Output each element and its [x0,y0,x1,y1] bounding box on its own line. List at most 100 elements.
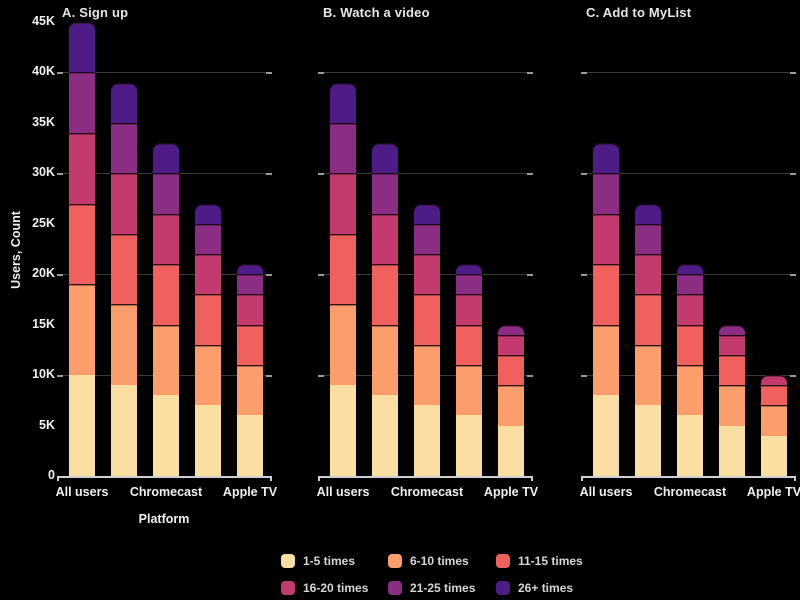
bar-segment [593,173,619,214]
legend-label: 16-20 times [303,581,369,595]
x-tick-label: All users [55,485,109,499]
grid-tick-right [266,172,272,175]
bar-segment [593,324,619,396]
panel-title: B. Watch a video [323,5,430,20]
bar-segment [414,344,440,406]
bar-segment [237,365,263,416]
x-tick-label: Chromecast [390,485,464,499]
bar-segment [153,213,179,265]
bar-segment [761,385,787,406]
legend-item: 6-10 times [388,553,469,569]
legend-swatch [281,554,295,568]
bar-segment [498,334,524,355]
bar-segment [111,233,137,305]
grid-tick-right [527,273,533,276]
grid-tick-left [581,172,587,175]
bar-segment [111,304,137,386]
bar-segment [330,385,356,476]
grid-tick-left [318,172,324,175]
x-tick-label: All users [316,485,370,499]
y-tick-label: 15K [32,316,55,331]
bar-segment [761,375,787,386]
bar-segment [761,435,787,476]
bar-segment [456,294,482,325]
bar-segment [153,264,179,325]
legend-label: 26+ times [518,581,574,595]
bar-segment [456,274,482,295]
legend-item: 1-5 times [281,553,355,569]
bar-segment [330,122,356,174]
x-tick-label: Apple TV [222,485,278,499]
legend-swatch [496,554,510,568]
panel-title: A. Sign up [62,5,129,20]
baseline-tick-right [531,476,533,481]
bar-segment [719,334,745,355]
x-axis-title: Platform [138,512,190,526]
grid-tick-right [790,273,796,276]
bar-segment [153,173,179,214]
bar-segment [635,405,661,476]
panel-title: C. Add to MyList [586,5,692,20]
bar-segment [195,294,221,345]
grid-tick-right [790,374,796,377]
bar-segment [372,173,398,214]
y-tick-label: 25K [32,215,55,230]
bar-segment [719,385,745,426]
x-tick-label: Apple TV [483,485,539,499]
bar-segment [237,274,263,295]
bar-segment [111,173,137,234]
bar-segment [195,223,221,255]
legend-label: 1-5 times [303,554,356,568]
bar-segment [69,203,95,285]
x-tick-label: All users [579,485,633,499]
grid-tick-left [318,374,324,377]
y-tick-label: 45K [32,14,55,28]
bar-segment [677,365,703,416]
legend-label: 11-15 times [518,554,583,568]
bar-segment [237,294,263,325]
grid-tick-left [581,374,587,377]
bar-segment [677,415,703,476]
bar-segment [414,203,440,224]
bar-segment [372,324,398,396]
grid-tick-right [527,374,533,377]
gridline [318,72,533,74]
legend-item: 11-15 times [496,553,583,569]
y-tick-label: 10K [32,367,55,382]
bar-segment [635,223,661,255]
bar-segment [593,264,619,325]
y-tick-label: 30K [32,165,55,180]
bar-segment [635,344,661,406]
bar-segment [372,213,398,265]
bar-segment [153,324,179,396]
legend-item: 21-25 times [388,580,475,596]
x-axis-baseline [581,476,796,478]
bar-segment [195,344,221,406]
bar-segment [69,284,95,376]
bar-segment [456,324,482,365]
bar-segment [372,143,398,174]
bar-segment [372,264,398,325]
x-axis-baseline [318,476,533,478]
bar-segment [761,405,787,436]
baseline-tick-left [581,476,583,481]
gridline [581,173,796,175]
bar-segment [195,405,221,476]
y-tick-label: 0 [48,468,55,482]
legend-swatch [388,581,402,595]
legend-swatch [281,581,295,595]
bar-segment [330,82,356,123]
bar-segment [593,395,619,476]
bar-segment [153,143,179,174]
bar-segment [677,324,703,365]
x-tick-label: Chromecast [653,485,727,499]
grid-tick-right [266,374,272,377]
bar-segment [414,405,440,476]
y-tick-label: 5K [39,417,55,432]
baseline-tick-left [318,476,320,481]
bar-segment [456,415,482,476]
y-tick-label: 35K [32,114,55,129]
bar-segment [69,132,95,204]
bar-segment [498,324,524,335]
grid-tick-left [581,273,587,276]
